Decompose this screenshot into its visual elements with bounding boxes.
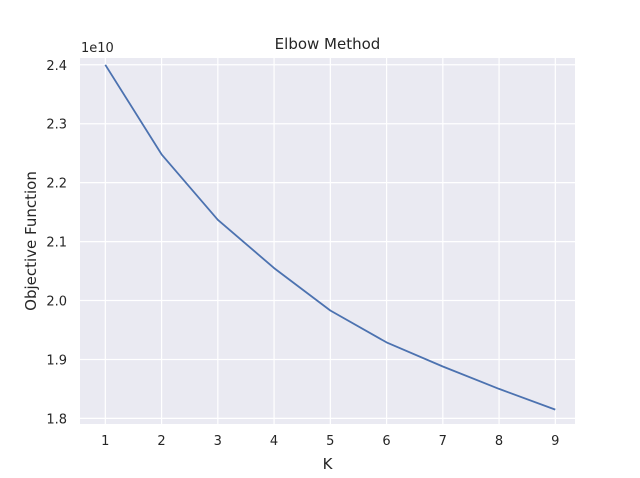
y-offset-label: 1e10 bbox=[81, 41, 114, 56]
y-tick-labels: 1.8 1.9 2.0 2.1 2.2 2.3 2.4 bbox=[46, 59, 67, 428]
y-tick-label: 1.9 bbox=[46, 353, 67, 368]
y-tick-label: 2.3 bbox=[46, 118, 67, 133]
y-tick-label: 2.2 bbox=[46, 177, 67, 192]
x-tick-label: 7 bbox=[439, 434, 447, 449]
y-axis-label: Objective Function bbox=[22, 171, 40, 311]
x-tick-label: 8 bbox=[495, 434, 503, 449]
grid bbox=[80, 58, 575, 424]
x-tick-label: 9 bbox=[551, 434, 559, 449]
x-tick-label: 4 bbox=[270, 434, 278, 449]
y-tick-label: 2.1 bbox=[46, 236, 67, 251]
series-line bbox=[104, 64, 556, 411]
series-group bbox=[104, 64, 556, 411]
x-tick-label: 5 bbox=[326, 434, 334, 449]
y-tick-label: 2.0 bbox=[46, 295, 67, 310]
x-tick-label: 6 bbox=[382, 434, 390, 449]
x-tick-labels: 1 2 3 4 5 6 7 8 9 bbox=[101, 434, 559, 449]
y-tick-label: 2.4 bbox=[46, 59, 67, 74]
chart-title: Elbow Method bbox=[275, 35, 381, 53]
y-tick-label: 1.8 bbox=[46, 412, 67, 427]
x-tick-label: 2 bbox=[157, 434, 165, 449]
x-tick-label: 3 bbox=[214, 434, 222, 449]
x-axis-label: K bbox=[323, 455, 334, 473]
x-tick-label: 1 bbox=[101, 434, 109, 449]
